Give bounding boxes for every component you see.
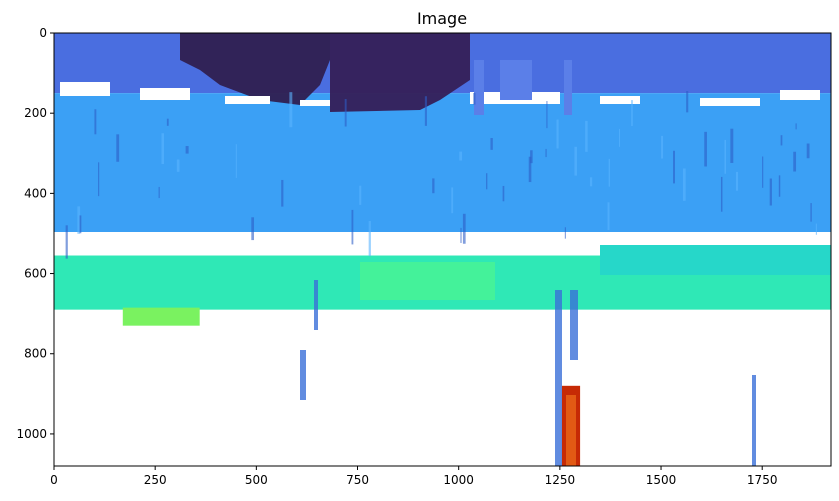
white-gap bbox=[780, 90, 820, 100]
x-tick-label: 500 bbox=[245, 473, 268, 487]
texture-mark bbox=[683, 168, 686, 200]
texture-mark bbox=[345, 99, 347, 126]
texture-mark bbox=[608, 202, 610, 230]
texture-mark bbox=[460, 228, 461, 243]
texture-mark bbox=[816, 224, 817, 235]
texture-mark bbox=[503, 186, 505, 201]
x-tick-label: 250 bbox=[144, 473, 167, 487]
x-axis: 0 250 500 750 1000 1250 1500 1750 bbox=[50, 466, 777, 487]
texture-mark bbox=[557, 120, 559, 149]
y-tick-label: 200 bbox=[24, 106, 47, 120]
white-gap bbox=[700, 98, 760, 106]
texture-mark bbox=[686, 91, 688, 112]
texture-mark bbox=[167, 119, 169, 126]
white-band bbox=[54, 232, 831, 246]
texture-mark bbox=[730, 129, 733, 163]
texture-mark bbox=[161, 133, 164, 164]
y-tick-label: 600 bbox=[24, 267, 47, 281]
texture-mark bbox=[724, 140, 726, 174]
texture-mark bbox=[486, 173, 487, 189]
texture-mark bbox=[425, 96, 427, 126]
texture-mark bbox=[781, 135, 783, 145]
texture-mark bbox=[359, 186, 361, 205]
texture-mark bbox=[810, 203, 811, 222]
texture-mark bbox=[463, 214, 466, 244]
orange-edge bbox=[566, 395, 576, 466]
y-tick-label: 800 bbox=[24, 347, 47, 361]
white-gap bbox=[600, 96, 640, 104]
texture-mark bbox=[352, 210, 354, 245]
texture-mark bbox=[793, 152, 796, 172]
white-gap bbox=[300, 100, 330, 106]
texture-mark bbox=[369, 221, 371, 256]
texture-mark bbox=[94, 109, 96, 134]
texture-mark bbox=[661, 136, 663, 159]
texture-mark bbox=[177, 159, 180, 171]
lower-streak bbox=[314, 280, 318, 330]
lower-streak bbox=[570, 290, 578, 360]
texture-mark bbox=[807, 144, 810, 159]
pillar bbox=[474, 60, 484, 115]
texture-mark bbox=[770, 179, 772, 206]
white-gap bbox=[140, 88, 190, 100]
lower-streak bbox=[555, 290, 562, 466]
texture-mark bbox=[98, 162, 99, 196]
texture-mark bbox=[473, 93, 475, 105]
y-tick-label: 1000 bbox=[16, 427, 47, 441]
x-tick-label: 1000 bbox=[443, 473, 474, 487]
texture-mark bbox=[779, 175, 780, 196]
x-tick-label: 1750 bbox=[747, 473, 778, 487]
pillar bbox=[564, 60, 572, 115]
y-axis: 0 200 400 600 800 1000 bbox=[16, 26, 54, 441]
lower-streak bbox=[752, 375, 756, 466]
plot-area bbox=[54, 33, 831, 466]
texture-mark bbox=[736, 172, 738, 191]
texture-mark bbox=[186, 146, 189, 154]
texture-mark bbox=[236, 144, 237, 178]
chart-title: Image bbox=[417, 9, 467, 28]
texture-mark bbox=[546, 101, 547, 128]
texture-mark bbox=[159, 187, 160, 198]
texture-mark bbox=[545, 149, 546, 157]
texture-mark bbox=[66, 225, 68, 258]
texture-mark bbox=[80, 215, 82, 233]
cyan-variation bbox=[360, 262, 495, 300]
texture-mark bbox=[574, 147, 577, 176]
texture-mark bbox=[704, 132, 707, 167]
y-tick-label: 0 bbox=[39, 26, 47, 40]
cyan-variation-2 bbox=[600, 245, 831, 275]
y-tick-label: 400 bbox=[24, 186, 47, 200]
texture-mark bbox=[116, 134, 119, 161]
texture-mark bbox=[251, 217, 254, 240]
texture-mark bbox=[673, 151, 675, 184]
texture-mark bbox=[432, 178, 434, 193]
texture-mark bbox=[796, 123, 797, 129]
texture-mark bbox=[619, 129, 620, 147]
texture-mark bbox=[451, 187, 453, 213]
texture-mark bbox=[590, 177, 592, 186]
texture-mark bbox=[459, 152, 462, 161]
texture-mark bbox=[762, 156, 763, 187]
texture-mark bbox=[721, 177, 722, 212]
x-tick-label: 750 bbox=[346, 473, 369, 487]
texture-mark bbox=[609, 159, 610, 187]
white-gap bbox=[225, 96, 270, 104]
x-tick-label: 1250 bbox=[545, 473, 576, 487]
texture-mark bbox=[289, 92, 292, 127]
lower-streak bbox=[300, 350, 306, 400]
texture-mark bbox=[565, 227, 566, 238]
x-tick-label: 0 bbox=[50, 473, 58, 487]
white-gap bbox=[60, 82, 110, 96]
texture-mark bbox=[281, 180, 283, 207]
texture-mark bbox=[585, 121, 587, 152]
texture-mark bbox=[631, 100, 633, 126]
texture-mark bbox=[530, 150, 533, 163]
image-region-light-blue-band bbox=[54, 93, 831, 233]
x-tick-label: 1500 bbox=[646, 473, 677, 487]
pillar bbox=[500, 60, 532, 100]
texture-mark bbox=[490, 138, 492, 150]
